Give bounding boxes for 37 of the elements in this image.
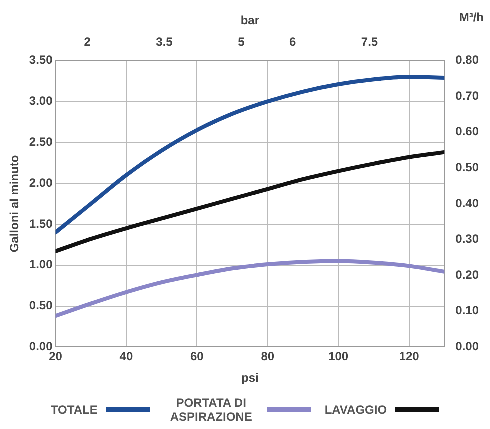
y2-tick-label: 0.10 — [456, 304, 480, 318]
x2-tick-label: 3.5 — [156, 34, 174, 49]
y2-tick-label: 0.60 — [456, 124, 480, 139]
legend-label: LAVAGGIO — [324, 402, 388, 416]
y-axis-title: Galloni al minuto — [8, 155, 22, 253]
y-tick-label: 2.00 — [29, 176, 54, 190]
y2-tick-label: 0.30 — [456, 232, 480, 246]
x-tick-label: 80 — [261, 350, 275, 364]
x-tick-label: 100 — [328, 350, 349, 364]
x2-axis-title: bar — [240, 14, 260, 28]
y2-tick-label: 0.20 — [456, 268, 480, 282]
legend-label: PORTATA DI ASPIRAZIONE — [169, 396, 254, 424]
y-tick-label: 2.50 — [29, 134, 54, 149]
x-axis-title: psi — [242, 371, 259, 386]
y2-tick-label: 0.70 — [456, 88, 480, 103]
x2-tick-label: 5 — [238, 34, 246, 49]
y2-axis-title: M³/h — [459, 10, 484, 24]
x2-tick-label: 7.5 — [361, 34, 378, 49]
y2-tick-label: 0.00 — [456, 340, 480, 354]
y2-tick-label: 0.50 — [456, 160, 480, 175]
y2-tick-label: 0.40 — [456, 196, 480, 210]
line-series — [56, 259, 445, 318]
x2-tick-label: 6 — [289, 34, 296, 49]
y-tick-label: 0.50 — [29, 298, 54, 313]
x-tick-label: 20 — [49, 350, 63, 364]
line-series — [56, 75, 445, 235]
y2-tick-label: 0.80 — [456, 53, 480, 68]
line-series — [56, 150, 445, 254]
y-tick-label: 3.50 — [29, 53, 54, 68]
x-tick-label: 40 — [120, 350, 134, 364]
x-tick-label: 120 — [399, 350, 420, 364]
x2-tick-label: 2 — [84, 34, 92, 49]
y-tick-label: 1.50 — [29, 216, 54, 231]
y-tick-label: 1.00 — [29, 258, 54, 272]
x-tick-label: 60 — [190, 350, 204, 364]
y-tick-label: 3.00 — [29, 94, 54, 108]
legend-label: TOTALE — [50, 402, 98, 416]
